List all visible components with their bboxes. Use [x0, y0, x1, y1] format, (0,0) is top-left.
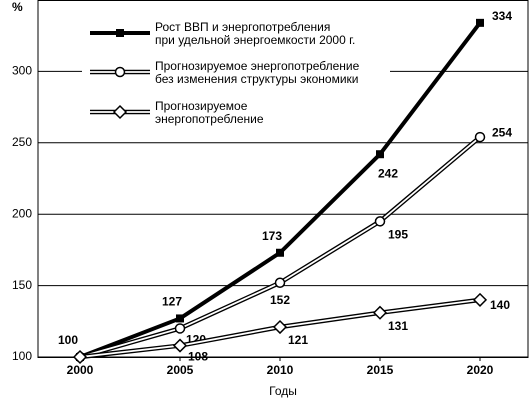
- data-label: 334: [492, 9, 512, 23]
- x-tick-label: 2015: [367, 363, 394, 377]
- data-label: 131: [388, 319, 408, 333]
- marker: [174, 323, 186, 334]
- y-tick-label: 300: [12, 64, 32, 78]
- marker: [374, 216, 386, 227]
- y-tick-label: 100: [12, 349, 32, 363]
- data-label: 121: [288, 333, 308, 347]
- data-label: 140: [490, 298, 510, 312]
- plot-frame: [37, 0, 529, 358]
- legend-symbol: [116, 29, 124, 37]
- y-tick-label: 200: [12, 206, 32, 220]
- data-label: 108: [188, 350, 208, 364]
- x-tick-label: 2020: [467, 363, 494, 377]
- marker: [272, 319, 288, 335]
- data-label: 195: [388, 228, 408, 242]
- data-label: 242: [378, 166, 398, 180]
- x-tick-label: 2005: [167, 363, 194, 377]
- data-label: 152: [270, 293, 290, 307]
- marker: [476, 18, 484, 27]
- y-axis-label: %: [12, 0, 23, 14]
- data-label: 100: [58, 333, 78, 347]
- marker: [472, 292, 488, 307]
- marker: [372, 305, 388, 320]
- legend-marker: [114, 66, 126, 78]
- marker: [474, 131, 486, 143]
- x-tick-label: 2000: [67, 363, 94, 377]
- marker: [172, 338, 188, 353]
- data-label: 127: [162, 295, 182, 309]
- legend-symbol: [112, 104, 128, 120]
- marker: [276, 248, 284, 257]
- marker: [376, 150, 384, 159]
- legend-label: Рост ВВП и энергопотребления при удельно…: [155, 20, 356, 47]
- y-tick-label: 150: [12, 278, 32, 292]
- legend-marker: [116, 29, 124, 37]
- y-tick-label: 250: [12, 135, 32, 149]
- x-tick-label: 2010: [267, 363, 294, 377]
- legend-symbol: [114, 66, 126, 78]
- data-label: 254: [492, 125, 512, 139]
- marker: [176, 314, 184, 323]
- marker: [72, 349, 88, 365]
- marker: [274, 277, 286, 288]
- legend-label: Прогнозируемое энергопотребление: [155, 99, 264, 126]
- legend-label: Прогнозируемое энергопотребление без изм…: [155, 59, 360, 86]
- legend-marker: [112, 104, 128, 120]
- x-axis-label: Годы: [269, 384, 297, 398]
- data-label: 173: [262, 229, 282, 243]
